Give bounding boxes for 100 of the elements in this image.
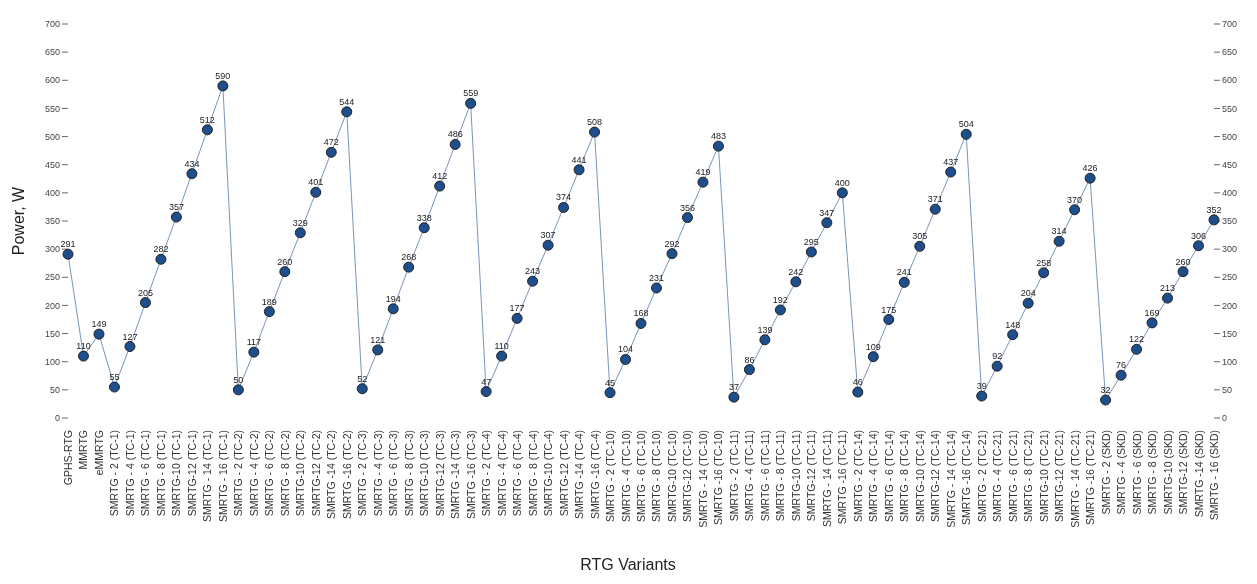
- y2-tick-label: 150: [1222, 328, 1238, 339]
- x-tick-label: SMRTG - 4 (TC-21): [991, 430, 1004, 522]
- data-label: 109: [865, 341, 881, 352]
- x-tick-label: SMRTG - 2 (TC-14): [851, 430, 864, 522]
- data-label: 192: [772, 294, 788, 305]
- data-label: 110: [494, 341, 509, 352]
- data-label: 122: [1129, 334, 1145, 345]
- data-label: 400: [834, 177, 850, 188]
- x-tick-label: SMRTG-10 (TC-1): [170, 430, 183, 517]
- data-label: 148: [1005, 319, 1021, 330]
- data-label: 441: [571, 154, 587, 165]
- x-tick-label: SMRTG - 14 (TC-1): [201, 430, 214, 522]
- data-label: 175: [881, 304, 897, 315]
- x-tick-label: SMRTG -16 (TC-3): [464, 430, 477, 520]
- x-tick-label: SMRTG -16 (TC-21): [1084, 430, 1097, 525]
- data-label: 110: [76, 341, 91, 352]
- data-label: 338: [416, 212, 432, 223]
- y2-tick-label: 450: [1222, 159, 1238, 170]
- data-label: 314: [1051, 226, 1067, 237]
- data-label: 544: [339, 96, 355, 107]
- x-tick-label: SMRTG - 8 (TC-4): [526, 430, 539, 517]
- x-tick-label: SMRTG - 4 (TC-14): [867, 430, 880, 522]
- x-tick-label: SMRTG - 14 (TC-10): [696, 430, 709, 528]
- y-tick-label: 300: [44, 244, 60, 255]
- y-tick-label: 0: [54, 413, 60, 424]
- y-tick-label: 500: [44, 131, 60, 142]
- y-tick-label: 150: [44, 328, 60, 339]
- data-label: 243: [525, 266, 541, 277]
- data-label: 559: [463, 88, 479, 99]
- data-label: 55: [109, 372, 120, 383]
- data-label: 590: [215, 70, 231, 81]
- y2-tick-label: 500: [1222, 131, 1238, 142]
- x-tick-label: SMRTG - 4 (SKD): [1115, 430, 1128, 515]
- data-label: 306: [1191, 230, 1207, 241]
- data-label: 374: [556, 192, 572, 203]
- x-tick-label: SMRTG-12 (TC-11): [805, 430, 818, 522]
- data-label: 52: [357, 373, 368, 384]
- x-tick-label: SMRTG-10 (TC-3): [418, 430, 431, 517]
- x-tick-label: SMRTG - 6 (SKD): [1130, 430, 1143, 515]
- data-label: 32: [1100, 384, 1111, 395]
- x-tick-label: SMRTG -14 (TC-4): [573, 430, 586, 520]
- x-axis-title: RTG Variants: [579, 556, 677, 574]
- y-tick-label: 700: [44, 19, 60, 30]
- data-label: 412: [432, 171, 448, 182]
- data-label: 149: [91, 319, 107, 330]
- x-tick-label: SMRTG-10 (TC-21): [1037, 430, 1050, 522]
- x-tick-label: SMRTG-10 (TC-4): [542, 430, 555, 517]
- y-axis-title: Power, W: [9, 185, 27, 256]
- data-label: 92: [992, 351, 1003, 362]
- x-tick-label: SMRTG - 8 (TC-2): [278, 430, 291, 517]
- x-tick-label: SMRTG - 14 (TC-14): [944, 430, 957, 528]
- data-label: 356: [679, 202, 695, 213]
- x-tick-label: SMRTG -14 (TC-2): [325, 430, 338, 520]
- x-tick-label: eMMRTG: [92, 430, 105, 476]
- x-tick-label: SMRTG - 4 (TC-3): [371, 430, 384, 517]
- y2-tick-label: 250: [1222, 272, 1238, 283]
- x-tick-label: SMRTG - 4 (TC-10): [619, 430, 632, 522]
- x-tick-label: SMRTG-12 (SKD): [1177, 430, 1190, 515]
- data-label: 168: [633, 308, 649, 319]
- x-tick-label: SMRTG - 2 (TC-10): [604, 430, 617, 522]
- y2-tick-label: 550: [1222, 103, 1238, 114]
- x-tick-label: SMRTG - 8 (SKD): [1146, 430, 1159, 515]
- data-label: 352: [1206, 204, 1222, 215]
- data-label: 357: [168, 202, 184, 213]
- x-tick-label: SMRTG-10 (SKD): [1161, 430, 1174, 515]
- data-label: 282: [153, 244, 169, 255]
- data-label: 305: [912, 231, 928, 242]
- data-label: 117: [246, 337, 262, 348]
- data-label: 121: [370, 334, 386, 345]
- y2-tick-label: 200: [1222, 300, 1238, 311]
- data-label: 370: [1067, 194, 1083, 205]
- data-label: 508: [587, 117, 603, 128]
- data-label: 177: [509, 303, 525, 314]
- data-label: 486: [447, 129, 463, 140]
- data-label: 512: [199, 114, 215, 125]
- data-label: 347: [819, 207, 835, 218]
- data-label: 258: [1036, 257, 1052, 268]
- x-tick-label: SMRTG - 6 (TC-14): [882, 430, 895, 522]
- x-tick-label: SMRTG-12 (TC-21): [1053, 430, 1066, 522]
- y2-tick-label: 0: [1222, 413, 1228, 424]
- y2-tick-label: 300: [1222, 244, 1238, 255]
- x-tick-label: SMRTG-12 (TC-3): [433, 430, 446, 517]
- x-tick-label: SMRTG - 4 (TC-11): [743, 430, 756, 522]
- x-tick-label: SMRTG - 8 (TC-11): [774, 430, 787, 522]
- x-tick-label: SMRTG-12 (TC-2): [309, 430, 322, 517]
- y2-tick-label: 700: [1222, 19, 1238, 30]
- x-tick-label: SMRTG - 2 (TC-4): [480, 430, 493, 517]
- data-label: 104: [618, 344, 634, 355]
- x-tick-label: SMRTG - 14 (TC-21): [1068, 430, 1081, 528]
- y-tick-label: 250: [44, 272, 60, 283]
- data-label: 268: [401, 252, 417, 263]
- x-tick-label: SMRTG -16 (TC-11): [836, 430, 849, 525]
- y2-tick-label: 400: [1222, 188, 1238, 199]
- x-tick-label: SMRTG - 2 (TC-11): [727, 430, 740, 522]
- x-tick-label: SMRTG - 4 (TC-4): [495, 430, 508, 517]
- data-label: 204: [1020, 288, 1036, 299]
- x-tick-label: SMRTG -16 (TC-14): [960, 430, 973, 525]
- data-label: 194: [385, 293, 401, 304]
- x-tick-label: SMRTG-12 (TC-10): [681, 430, 694, 522]
- y-tick-label: 100: [44, 356, 60, 367]
